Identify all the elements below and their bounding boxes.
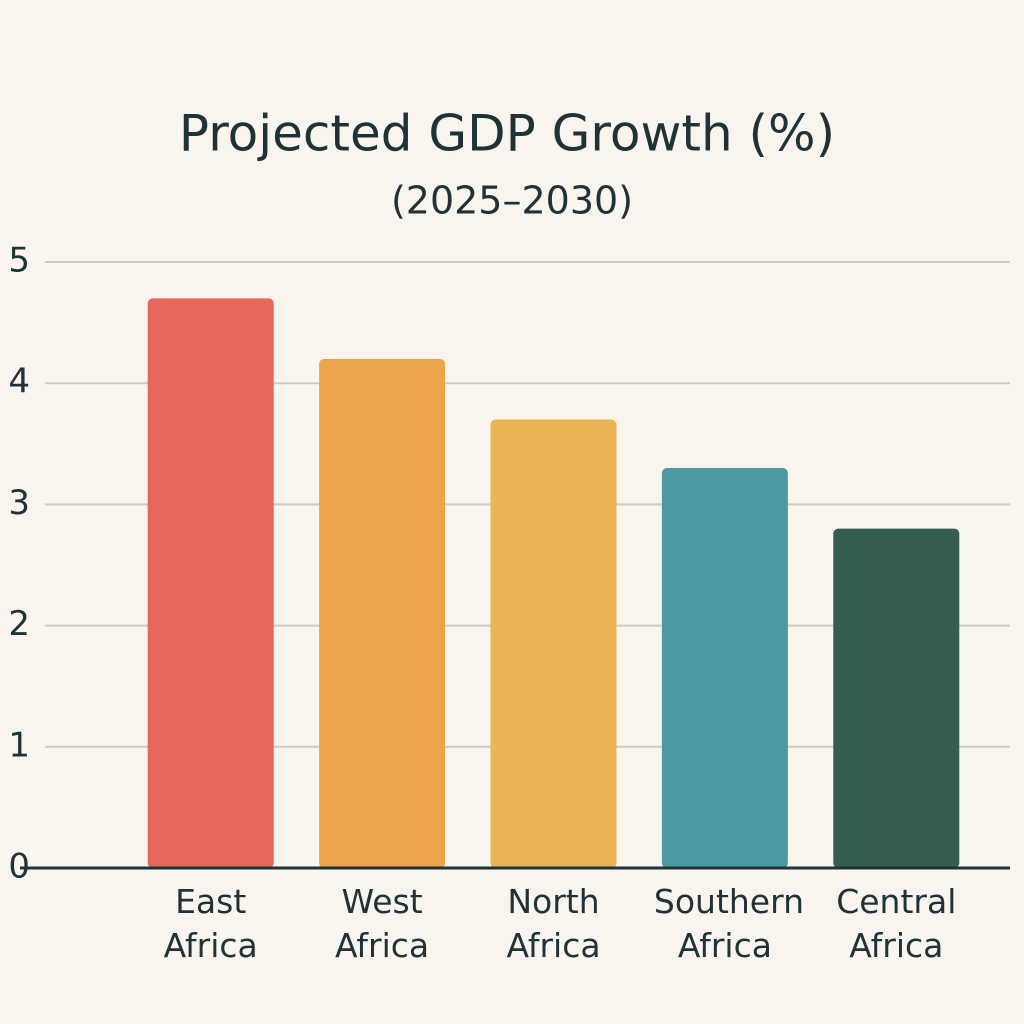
bar [147, 298, 274, 868]
y-tick-label: 3 [8, 483, 30, 523]
x-tick-label: West Africa [335, 882, 430, 965]
bar [833, 528, 960, 868]
chart-subtitle: (2025–2030) [391, 179, 633, 223]
x-tick-label: North Africa [506, 882, 601, 965]
bar [661, 468, 788, 868]
y-tick-label: 5 [8, 241, 30, 281]
y-tick-label: 4 [8, 362, 30, 402]
bar [490, 419, 617, 868]
chart-title: Projected GDP Growth (%) [179, 105, 835, 163]
bar [319, 358, 446, 868]
y-tick-label: 2 [8, 604, 30, 644]
x-tick-label: Central Africa [836, 882, 957, 965]
x-tick-label: East Africa [163, 882, 258, 965]
x-tick-label: Southern Africa [653, 882, 805, 965]
y-tick-label: 0 [8, 847, 30, 887]
y-tick-label: 1 [8, 725, 30, 765]
